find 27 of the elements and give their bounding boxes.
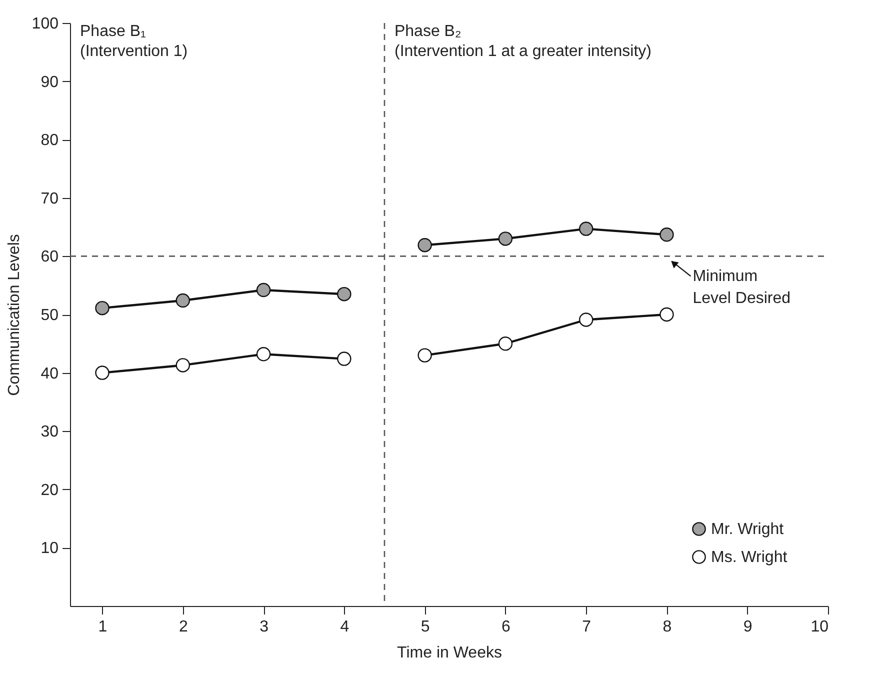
y-tick-label: 60: [40, 248, 59, 266]
x-axis-title: Time in Weeks: [397, 644, 502, 662]
x-tick-label: 3: [260, 618, 269, 636]
x-tick-label: 4: [340, 618, 350, 636]
x-tick-label: 6: [501, 618, 510, 636]
annotation: Minimum Level Desired: [692, 268, 791, 308]
y-tick-label: 70: [40, 190, 59, 208]
x-tick-label: 1: [98, 618, 108, 636]
y-tick-label: 80: [40, 132, 59, 150]
legend-label: Ms. Wright: [711, 549, 788, 566]
y-tick-label: 90: [40, 74, 59, 91]
y-tick-label: 100: [32, 16, 59, 32]
annotation: Phase B₁ (Intervention 1): [80, 23, 188, 60]
y-tick-label: 10: [40, 540, 59, 558]
y-tick-label: 50: [40, 307, 59, 324]
x-tick-label: 10: [810, 618, 829, 636]
x-tick-label: 8: [662, 618, 672, 636]
y-axis-title: Communication Levels: [6, 234, 23, 396]
legend-label: Mr. Wright: [711, 521, 784, 538]
y-tick-label: 20: [40, 482, 59, 499]
x-tick-label: 5: [420, 618, 430, 636]
y-tick-label: 40: [40, 365, 59, 382]
x-tick-label: 9: [743, 618, 752, 636]
y-tick-label: 30: [40, 424, 59, 441]
annotation: Phase B₂ (Intervention 1 at a greater intensity): [394, 23, 652, 60]
x-tick-label: 7: [582, 618, 592, 636]
x-tick-label: 2: [178, 618, 188, 636]
